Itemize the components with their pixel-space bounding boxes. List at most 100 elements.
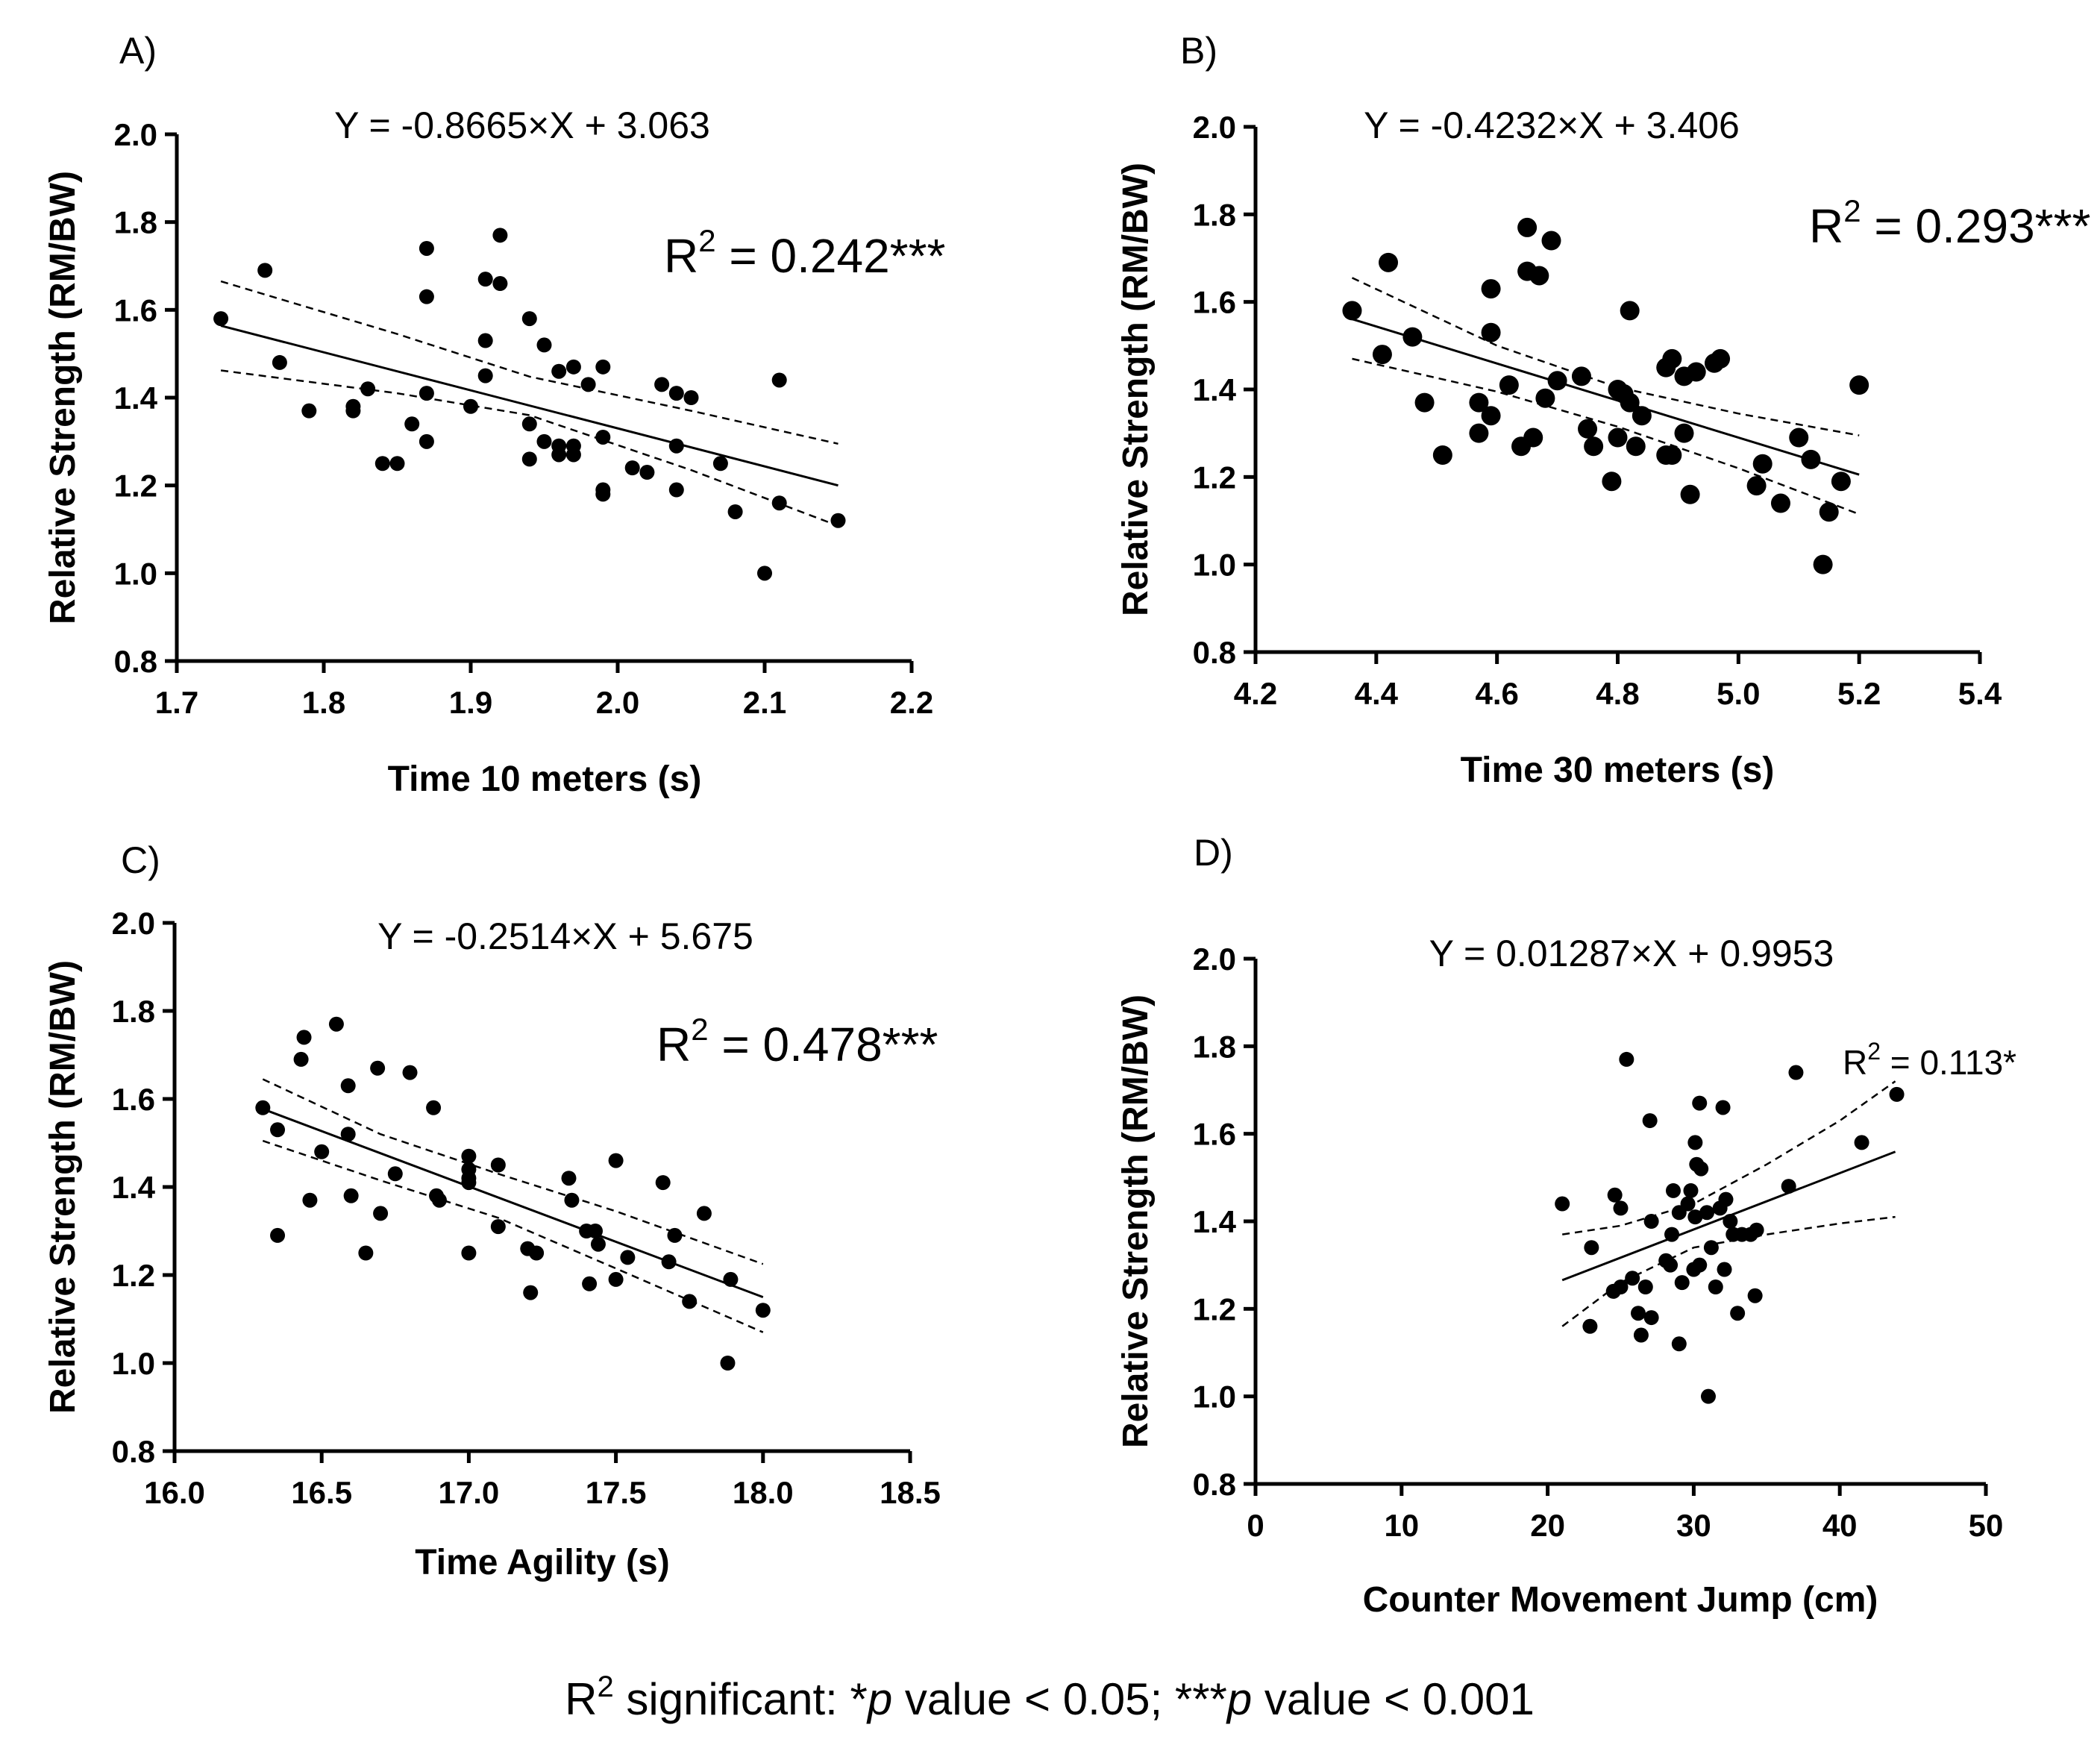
data-point [595,429,611,445]
data-point [1849,375,1869,395]
data-point [1607,1187,1623,1203]
data-point [1632,406,1652,426]
data-point [529,1245,545,1261]
data-point [564,1192,580,1208]
data-point [1674,1275,1690,1291]
y-tick-label: 1.4 [114,380,158,416]
r-squared-value: = 0.242*** [716,229,946,283]
x-tick-label: 4.8 [1596,676,1639,711]
data-point [723,1271,739,1287]
footnote-text-c: value < 0.001 [1252,1674,1535,1724]
data-point [389,456,405,472]
r-squared-superscript: 2 [698,223,715,258]
footnote-text-a: significant: * [614,1674,868,1724]
chart-panel-c: C) Y = -0.2514×X + 5.675 R2 = 0.478*** 0.8 1… [43,839,941,1582]
data-point [1801,449,1821,469]
data-point [654,377,670,392]
data-point [328,1016,344,1032]
footnote-superscript: 2 [597,1670,613,1703]
data-point [1613,1200,1629,1216]
y-tick-label: 2.0 [1193,942,1236,977]
regression-equation: Y = 0.01287×X + 0.9953 [1429,933,1834,974]
data-point [1747,1288,1763,1303]
data-point [1582,1318,1598,1334]
x-tick-label: 5.0 [1717,676,1760,711]
x-tick-label: 10 [1384,1508,1419,1543]
data-point [1680,1196,1696,1212]
data-point [624,460,640,476]
data-point [402,1065,418,1080]
data-point [639,465,655,480]
x-tick-label: 20 [1530,1508,1565,1543]
data-point [1665,1183,1681,1198]
y-axis-title: Relative Strength (RM/BW) [1116,163,1156,616]
data-point [720,1356,736,1371]
y-axis-title: Relative Strength (RM/BW) [43,171,83,624]
data-point [314,1144,330,1159]
data-point [1746,476,1767,496]
x-tick-label: 4.6 [1475,676,1518,711]
data-point [1680,484,1700,504]
x-tick-label: 18.0 [733,1475,794,1510]
data-point [1481,322,1501,342]
x-axis-title: Counter Movement Jump (cm) [1363,1580,1878,1620]
y-tick-label: 1.2 [1193,460,1236,495]
data-point [1414,392,1435,413]
r-squared-value: = 0.293*** [1861,199,2091,253]
data-point [668,386,684,401]
data-point [1693,1161,1709,1177]
r-squared-letter: R [656,1018,691,1071]
y-tick-label: 1.4 [1193,1204,1237,1239]
y-tick-label: 1.2 [112,1258,155,1293]
data-point [1643,1214,1659,1229]
data-point [477,368,493,383]
data-point [536,433,552,449]
data-point [419,433,434,449]
data-point [370,1060,386,1076]
data-point [1630,1306,1646,1321]
x-tick-label: 16.5 [291,1475,352,1510]
y-tick-label: 1.0 [1193,1379,1236,1415]
data-point [1523,427,1543,448]
data-point [668,482,684,498]
data-point [620,1250,636,1265]
x-tick-label: 17.0 [439,1475,500,1510]
data-point [404,416,420,432]
data-point [536,337,552,353]
data-point [257,263,273,278]
data-point [608,1271,624,1287]
panel-label: D) [1194,832,1233,874]
y-tick-label: 0.8 [1193,635,1236,670]
data-point [1584,1240,1599,1256]
data-point [1620,392,1640,413]
y-tick-label: 1.4 [112,1170,156,1205]
data-point [1602,472,1622,492]
r-squared-value: = 0.113* [1881,1043,2016,1082]
data-point [565,447,581,463]
data-point [595,486,611,502]
data-point [1752,454,1773,474]
data-point [461,1148,477,1164]
data-point [727,504,743,519]
data-point [1469,392,1489,413]
data-point [1584,436,1604,457]
data-point [358,1245,374,1261]
data-point [374,456,390,472]
data-point [490,1219,506,1235]
data-point [1699,1205,1715,1221]
data-point [1687,1209,1703,1225]
y-tick-label: 0.8 [114,644,157,679]
confidence-band-upper [1351,277,1860,436]
confidence-band-upper [262,1078,764,1265]
data-point [1854,1135,1869,1150]
data-point [1637,1280,1653,1294]
data-point [771,372,787,388]
data-point [1541,231,1561,251]
data-point [1770,493,1790,513]
data-point [551,363,567,379]
chart-panel-a: A) Y = -0.8665×X + 3.063 R2 = 0.242*** 0.8 1… [43,30,945,799]
data-point [696,1206,712,1221]
data-point [419,386,434,401]
data-point [1499,375,1519,395]
r-squared-annotation: R2 = 0.242*** [664,223,945,283]
